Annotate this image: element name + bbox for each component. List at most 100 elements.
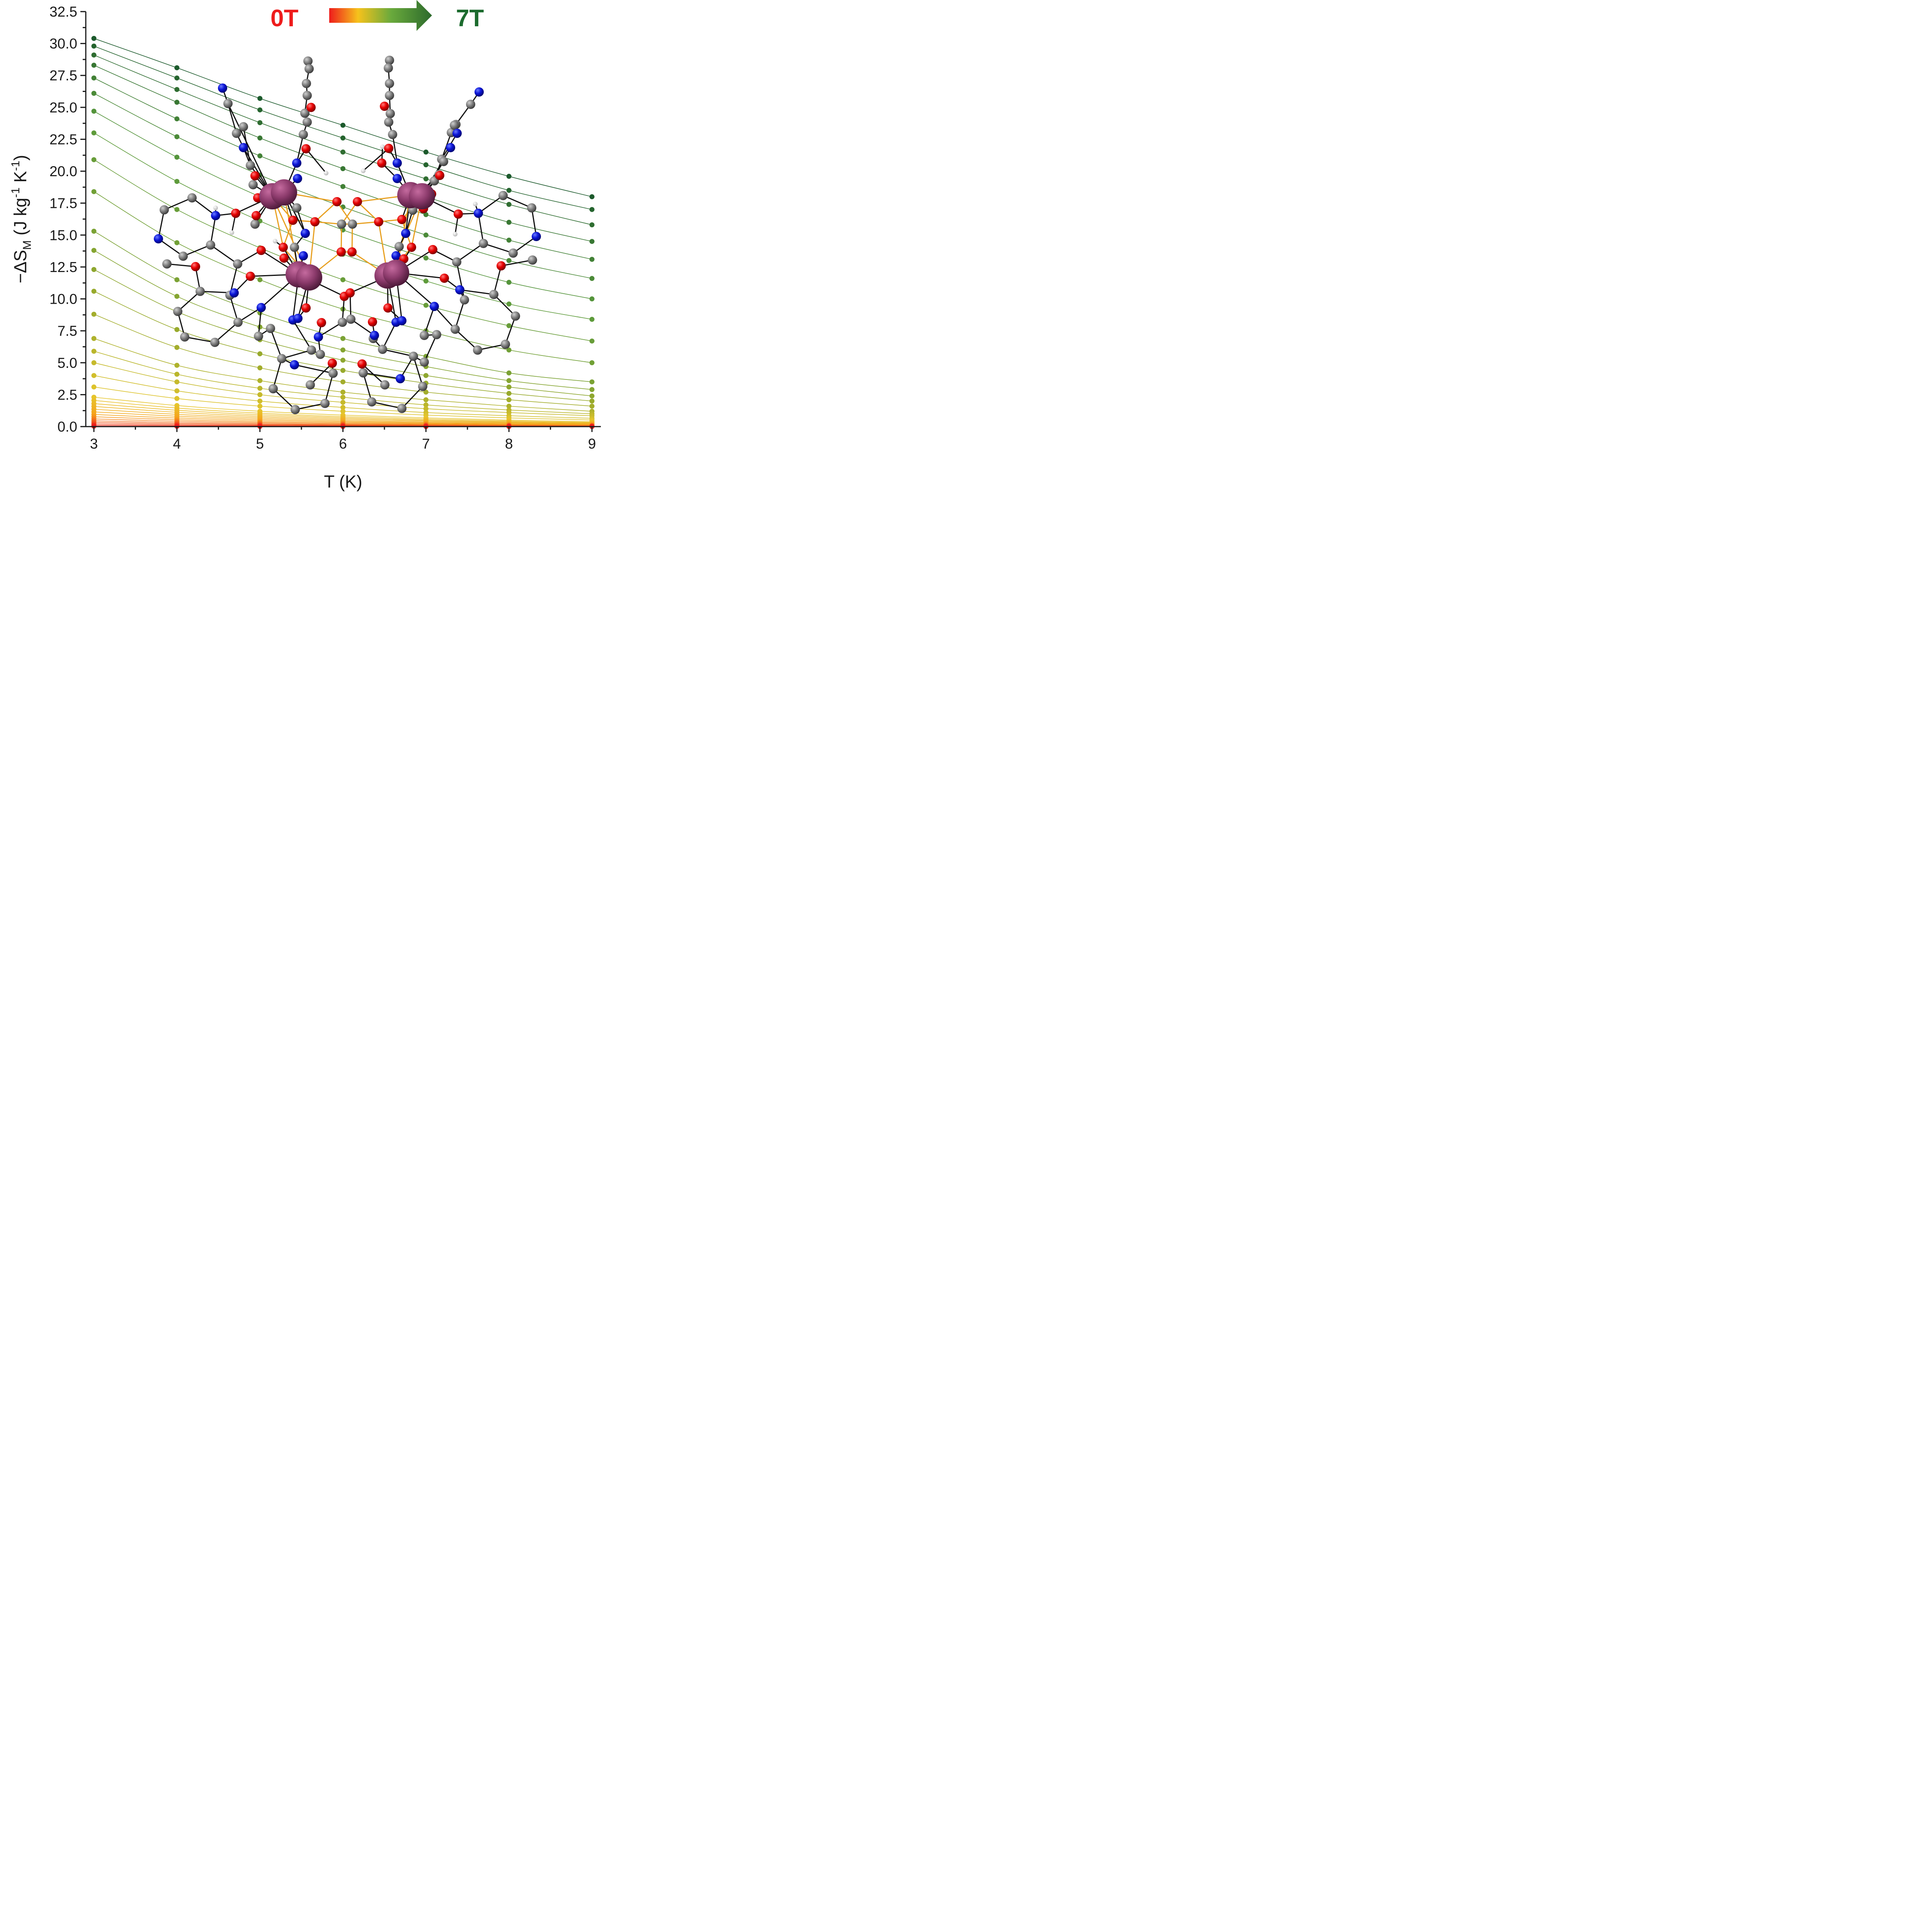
carbon-atom xyxy=(359,368,368,378)
data-point xyxy=(506,323,512,328)
data-point xyxy=(423,212,429,217)
carbon-atom xyxy=(269,384,278,393)
carbon-atom xyxy=(328,369,338,378)
data-point xyxy=(257,398,263,404)
nitrogen-atom xyxy=(370,331,379,340)
carbon-atom xyxy=(397,404,406,413)
series-1 xyxy=(91,43,595,212)
metal-bond xyxy=(340,224,342,252)
data-point xyxy=(589,387,595,392)
bond xyxy=(183,244,211,257)
y-axis-title: −ΔSM (J kg-1 K-1) xyxy=(9,155,34,283)
data-point xyxy=(174,372,180,377)
series-0 xyxy=(91,36,595,199)
data-point xyxy=(506,347,512,353)
carbon-atom xyxy=(367,397,376,406)
bond xyxy=(423,306,435,336)
y-axis-title-open: (J kg xyxy=(10,198,30,240)
carbon-atom xyxy=(384,117,393,127)
bond xyxy=(324,373,334,404)
carbon-atom xyxy=(378,345,387,354)
carbon-atom xyxy=(450,121,459,130)
data-point xyxy=(174,179,180,184)
nitrogen-atom xyxy=(474,209,483,218)
carbon-atom xyxy=(239,122,248,131)
bond xyxy=(272,358,282,389)
bond xyxy=(363,372,401,379)
carbon-atom xyxy=(173,307,182,316)
bond xyxy=(401,386,423,409)
data-point xyxy=(174,277,180,282)
series-2 xyxy=(91,52,595,228)
series-13 xyxy=(91,289,595,404)
y-tick-label: 10.0 xyxy=(49,291,77,307)
data-point xyxy=(91,109,97,114)
data-point xyxy=(257,351,263,357)
data-point xyxy=(589,360,595,366)
bond xyxy=(477,344,506,351)
data-point xyxy=(174,65,180,70)
metal-bond xyxy=(314,201,338,223)
data-point xyxy=(174,327,180,332)
oxygen-atom xyxy=(407,243,416,252)
nitrogen-atom xyxy=(393,174,402,183)
carbon-atom xyxy=(385,79,394,88)
carbon-atom xyxy=(509,248,518,258)
nitrogen-atom xyxy=(299,251,308,260)
oxygen-atom xyxy=(252,211,261,220)
data-point xyxy=(506,258,512,263)
carbon-atom xyxy=(307,345,316,355)
bond xyxy=(371,401,402,409)
carbon-atom xyxy=(223,99,233,108)
nitrogen-atom xyxy=(455,285,464,294)
carbon-atom xyxy=(233,259,242,269)
bond xyxy=(456,243,484,263)
data-point xyxy=(506,370,512,376)
plot-series xyxy=(91,36,595,429)
hydrogen-atom xyxy=(213,206,218,210)
carbon-atom xyxy=(254,332,263,341)
carbon-atom xyxy=(246,161,255,170)
data-point xyxy=(91,63,97,68)
carbon-atom xyxy=(388,130,397,139)
data-point xyxy=(174,155,180,160)
bond xyxy=(350,318,375,336)
oxygen-atom xyxy=(332,197,342,206)
metal-atom xyxy=(271,179,297,206)
carbon-atom xyxy=(306,380,315,389)
y-tick-label: 12.5 xyxy=(49,259,77,275)
data-point xyxy=(340,357,345,363)
bond xyxy=(513,236,537,254)
data-point xyxy=(91,36,97,41)
molecular-structure-icon xyxy=(154,56,541,414)
data-point xyxy=(174,207,180,212)
data-point xyxy=(340,347,345,353)
data-point xyxy=(423,162,429,168)
nitrogen-atom xyxy=(211,211,220,220)
data-point xyxy=(174,345,180,350)
data-point xyxy=(589,379,595,384)
carbon-atom xyxy=(451,325,460,334)
bond xyxy=(227,103,237,134)
nitrogen-atom xyxy=(396,374,405,383)
data-point xyxy=(257,120,263,126)
bond xyxy=(392,134,398,163)
bond xyxy=(272,388,296,410)
oxygen-atom xyxy=(246,272,255,281)
carbon-atom xyxy=(418,382,427,391)
carbon-atom xyxy=(384,63,393,73)
data-point xyxy=(91,90,97,96)
nitrogen-atom xyxy=(314,332,323,342)
oxygen-atom xyxy=(328,359,337,368)
y-tick-label: 32.5 xyxy=(49,4,77,20)
nitrogen-atom xyxy=(239,143,248,152)
carbon-atom xyxy=(277,354,286,363)
nitrogen-atom xyxy=(391,251,401,260)
oxygen-atom xyxy=(306,103,316,112)
carbon-atom xyxy=(501,340,510,349)
carbon-atom xyxy=(498,191,508,200)
oxygen-atom xyxy=(301,303,311,313)
data-point xyxy=(423,402,429,408)
oxygen-atom xyxy=(288,216,298,225)
carbon-atom xyxy=(528,255,537,265)
